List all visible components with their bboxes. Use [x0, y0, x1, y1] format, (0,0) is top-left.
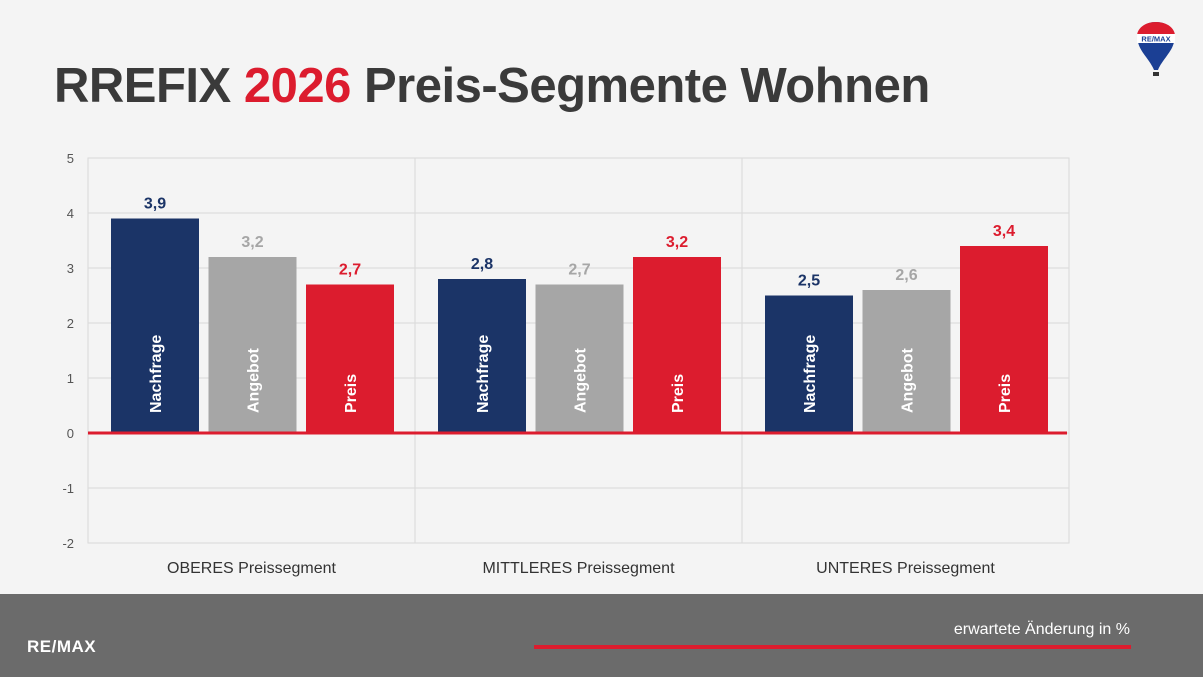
- bar-series-label: Angebot: [246, 347, 263, 413]
- y-tick-label: 3: [67, 261, 74, 276]
- bar-series-label: Preis: [997, 374, 1014, 413]
- bar-series-label: Nachfrage: [148, 335, 165, 413]
- x-category-label: OBERES Preissegment: [167, 560, 337, 577]
- y-tick-label: -1: [62, 481, 74, 496]
- bar-angebot: [862, 290, 951, 433]
- footer: RE/MAX erwartete Änderung in %: [0, 594, 1203, 677]
- y-tick-label: 4: [67, 206, 74, 221]
- bar-nachfrage: [111, 218, 199, 433]
- bar-series-label: Nachfrage: [475, 335, 492, 413]
- footer-note: erwartete Änderung in %: [953, 621, 1130, 638]
- remax-balloon-logo: RE/MAX: [1137, 22, 1175, 76]
- x-category-label: MITTLERES Preissegment: [482, 560, 675, 577]
- bar-series-label: Preis: [343, 374, 360, 413]
- data-label: 2,6: [895, 267, 917, 284]
- data-label: 2,5: [798, 273, 820, 290]
- data-label: 3,2: [666, 234, 688, 251]
- bar-series-label: Angebot: [573, 347, 590, 413]
- title-prefix: RREFIX: [54, 59, 231, 113]
- title-year: 2026: [243, 59, 352, 113]
- data-label: 2,7: [339, 262, 361, 279]
- bar-nachfrage: [765, 295, 853, 433]
- data-label: 2,7: [568, 262, 590, 279]
- footer-remax-logo: RE/MAX: [27, 637, 97, 656]
- data-label: 3,9: [144, 196, 166, 213]
- title-suffix: Preis-Segmente Wohnen: [363, 59, 930, 113]
- bar-series-label: Angebot: [900, 347, 917, 413]
- bar-chart: 5 4 3 2 1 0 -1 -2 3,9 Nachfrage 3,2 Angebot 2,7 Preis…: [62, 151, 1070, 577]
- y-tick-label: 1: [67, 371, 74, 386]
- data-label: 3,4: [993, 223, 1015, 240]
- y-tick-label: 5: [67, 151, 74, 166]
- bar-preis: [960, 246, 1048, 433]
- svg-text:RE/MAX: RE/MAX: [1141, 35, 1170, 44]
- bar-preis: [633, 257, 721, 433]
- footer-red-line: [534, 645, 1131, 649]
- y-tick-label: -2: [62, 536, 74, 551]
- y-tick-label: 2: [67, 316, 74, 331]
- data-label: 2,8: [471, 256, 493, 273]
- bar-series-label: Nachfrage: [802, 335, 819, 413]
- bar-preis: [306, 284, 394, 433]
- data-label: 3,2: [241, 234, 263, 251]
- bar-angebot: [535, 284, 624, 433]
- x-category-label: UNTERES Preissegment: [816, 560, 995, 577]
- bar-angebot: [208, 257, 297, 433]
- bar-nachfrage: [438, 279, 526, 433]
- bar-series-label: Preis: [670, 374, 687, 413]
- page-title: RREFIX 2026 Preis-Segmente Wohnen: [54, 58, 930, 114]
- y-tick-label: 0: [67, 426, 74, 441]
